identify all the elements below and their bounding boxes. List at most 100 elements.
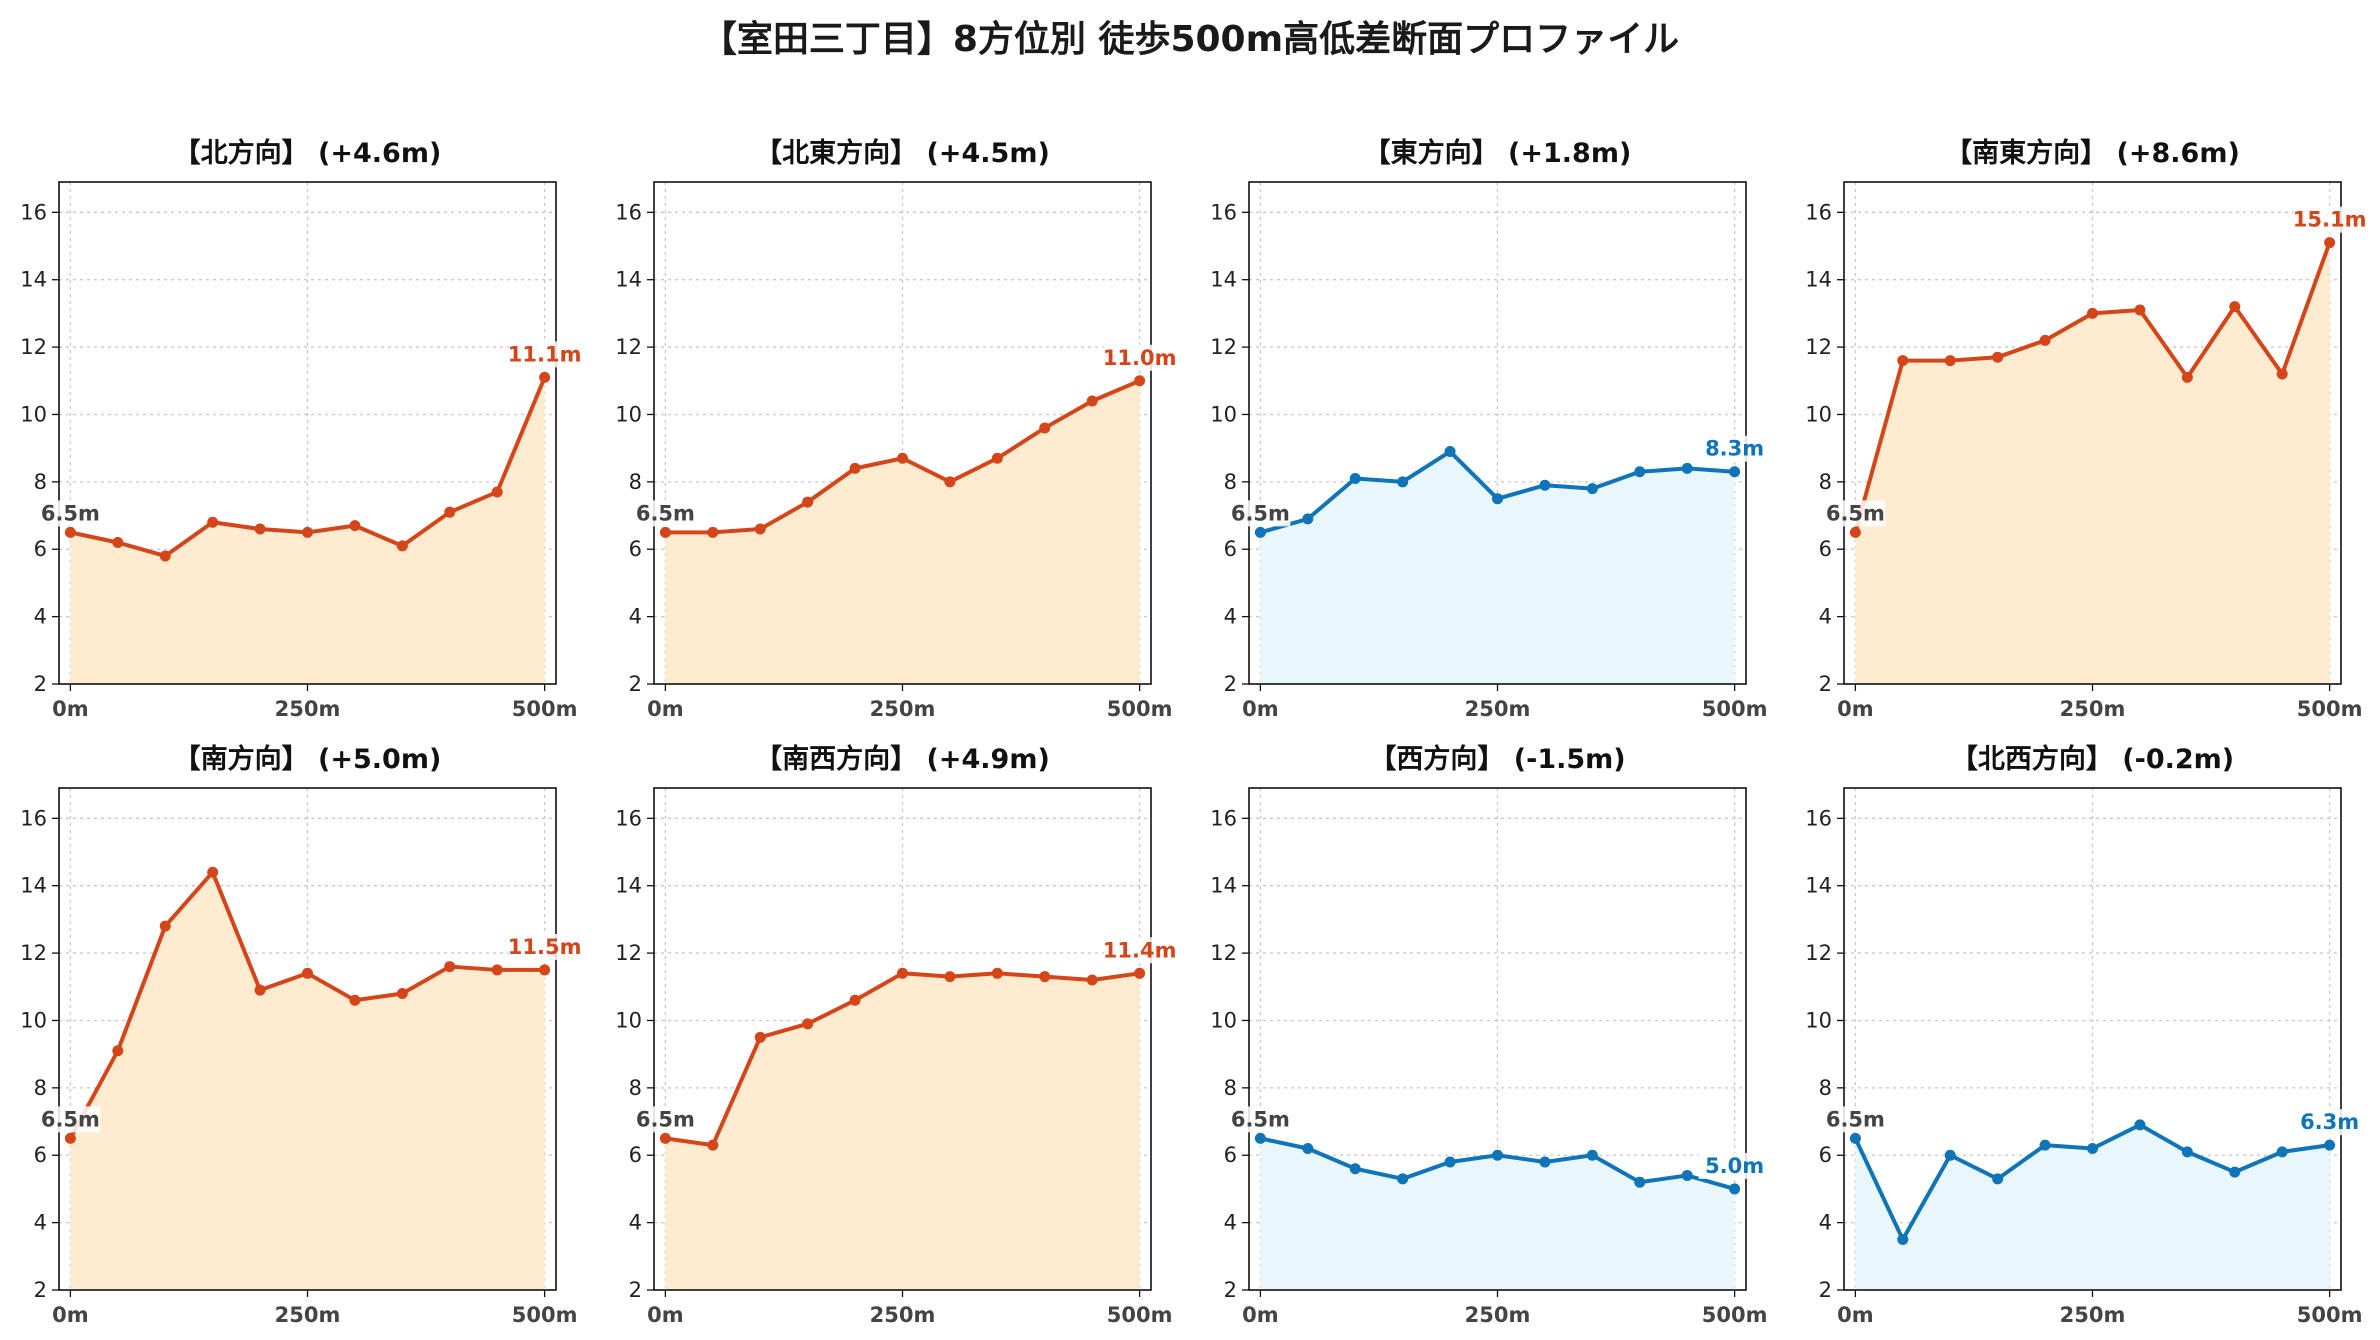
data-point	[1444, 446, 1456, 458]
data-point	[1729, 466, 1741, 478]
y-tick-label: 8	[1819, 470, 1832, 494]
end-label-bg	[1698, 435, 1771, 462]
data-point	[112, 1045, 124, 1057]
data-point	[802, 496, 814, 508]
y-tick-label: 2	[629, 672, 642, 696]
chart-panel-1: 【北方向】 (+4.6m) 2 4 6 8 10 12 14 16 0m 250m 500m 6.5m 1…	[20, 137, 581, 721]
end-value-label: 11.1m	[508, 342, 582, 366]
panel-title: 【北西方向】 (-0.2m)	[1951, 743, 2234, 775]
data-point	[1586, 483, 1598, 495]
y-tick-label: 8	[1224, 1076, 1237, 1100]
data-point	[2134, 1119, 2146, 1131]
data-point	[659, 526, 671, 538]
y-tick-label: 14	[615, 874, 642, 898]
chart-panel-2: 【北東方向】 (+4.5m) 2 4 6 8 10 12 14 16 0m 250m 500m 6.5m…	[615, 137, 1176, 721]
data-point	[349, 994, 361, 1006]
start-label-bg	[635, 1106, 696, 1133]
data-point	[491, 486, 503, 498]
y-tick-label: 10	[1805, 1008, 1832, 1032]
panel-title: 【南方向】 (+5.0m)	[174, 743, 442, 775]
y-tick-label: 12	[1805, 335, 1832, 359]
y-tick-label: 10	[615, 402, 642, 426]
y-tick-label: 6	[1224, 1143, 1237, 1167]
end-label-bg	[508, 933, 581, 960]
data-point	[659, 1132, 671, 1144]
start-value-label: 6.5m	[1231, 1107, 1290, 1131]
elevation-area	[1260, 451, 1735, 684]
data-point	[754, 523, 766, 535]
y-tick-label: 2	[1224, 672, 1237, 696]
elevation-area	[665, 380, 1140, 684]
y-tick-label: 10	[1210, 402, 1237, 426]
start-value-label: 6.5m	[636, 1107, 695, 1131]
start-value-label: 6.5m	[41, 501, 100, 525]
y-tick-label: 12	[1805, 941, 1832, 965]
y-tick-label: 2	[1224, 1278, 1237, 1302]
data-point	[302, 967, 313, 979]
elevation-area	[665, 973, 1140, 1290]
data-point	[2324, 237, 2336, 249]
data-point	[1302, 1142, 1314, 1154]
x-tick-label: 0m	[1837, 697, 1874, 721]
y-tick-label: 2	[1819, 672, 1832, 696]
elevation-area	[70, 377, 545, 684]
data-point	[1539, 1156, 1551, 1168]
data-point	[1444, 1156, 1456, 1168]
chart-panel-6: 【南西方向】 (+4.9m) 2 4 6 8 10 12 14 16 0m 250m 500m 6.5m…	[615, 743, 1176, 1327]
x-tick-label: 250m	[275, 1303, 341, 1327]
start-label-bg	[635, 500, 696, 527]
y-tick-label: 6	[1224, 537, 1237, 561]
y-tick-label: 14	[1805, 874, 1832, 898]
data-point	[302, 526, 313, 538]
x-tick-label: 250m	[870, 697, 936, 721]
data-point	[1992, 1173, 2004, 1185]
y-tick-label: 6	[34, 537, 47, 561]
y-tick-label: 8	[34, 1076, 47, 1100]
y-tick-label: 6	[629, 537, 642, 561]
x-tick-label: 500m	[512, 1303, 578, 1327]
y-tick-label: 14	[20, 268, 47, 292]
data-point	[707, 526, 719, 538]
data-point	[1039, 971, 1051, 983]
y-tick-label: 16	[20, 806, 47, 830]
end-value-label: 11.5m	[508, 935, 582, 959]
y-tick-label: 8	[34, 470, 47, 494]
start-value-label: 6.5m	[1826, 501, 1885, 525]
data-point	[2087, 1142, 2098, 1154]
y-tick-label: 12	[20, 335, 47, 359]
end-label-bg	[1103, 937, 1176, 964]
y-tick-label: 4	[1819, 1211, 1832, 1235]
data-point	[1302, 513, 1314, 525]
y-tick-label: 16	[615, 806, 642, 830]
chart-panel-3: 【東方向】 (+1.8m) 2 4 6 8 10 12 14 16 0m 250m 500m 6.5m 8…	[1210, 137, 1771, 721]
y-tick-label: 12	[1210, 335, 1237, 359]
y-tick-label: 2	[34, 1278, 47, 1302]
x-tick-label: 500m	[2297, 697, 2363, 721]
data-point	[1397, 1173, 1409, 1185]
y-tick-label: 16	[615, 200, 642, 224]
data-point	[1992, 351, 2004, 363]
data-point	[2181, 1146, 2193, 1158]
panel-title: 【西方向】 (-1.5m)	[1369, 743, 1625, 775]
end-label-bg	[508, 341, 581, 368]
y-tick-label: 4	[1819, 605, 1832, 629]
y-tick-label: 12	[20, 941, 47, 965]
data-point	[1492, 1149, 1503, 1161]
x-tick-label: 500m	[1107, 697, 1173, 721]
data-point	[349, 520, 361, 532]
start-value-label: 6.5m	[1231, 501, 1290, 525]
y-tick-label: 16	[20, 200, 47, 224]
end-value-label: 5.0m	[1705, 1154, 1764, 1178]
data-point	[1897, 355, 1909, 367]
data-point	[159, 920, 171, 932]
x-tick-label: 500m	[1107, 1303, 1173, 1327]
data-point	[2276, 1146, 2288, 1158]
y-tick-label: 10	[20, 1008, 47, 1032]
y-tick-label: 8	[1819, 1076, 1832, 1100]
data-point	[1539, 479, 1551, 491]
data-point	[2229, 301, 2241, 313]
data-point	[2039, 334, 2051, 346]
y-tick-label: 8	[629, 470, 642, 494]
